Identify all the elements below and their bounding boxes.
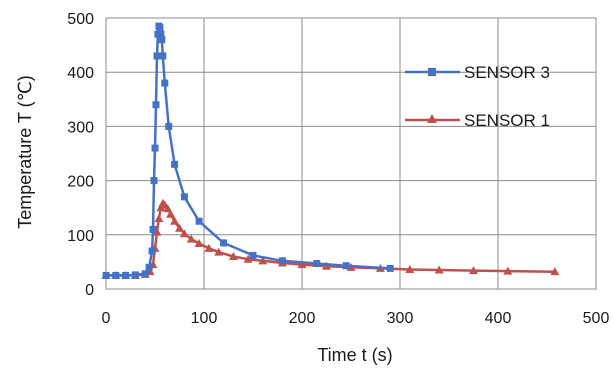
data-point-sensor-3 [102, 271, 110, 279]
data-point-sensor-1 [186, 234, 196, 243]
x-tick-label: 500 [583, 310, 610, 327]
y-tick-label: 200 [67, 174, 94, 191]
x-tick-label: 0 [102, 310, 111, 327]
legend-label-sensor-3: SENSOR 3 [464, 63, 550, 82]
y-tick-label: 500 [67, 11, 94, 28]
data-point-sensor-3 [151, 144, 159, 152]
x-tick-label: 300 [387, 310, 414, 327]
data-point-sensor-1 [175, 223, 184, 232]
legend-marker-sensor-1 [427, 114, 437, 123]
data-point-sensor-1 [405, 264, 415, 273]
data-point-sensor-1 [469, 266, 478, 275]
legend: SENSOR 3 SENSOR 1 [405, 63, 550, 130]
data-point-sensor-1 [179, 229, 189, 238]
data-point-sensor-3 [145, 263, 153, 271]
plot-area [106, 18, 596, 289]
data-point-sensor-1 [322, 261, 331, 270]
data-point-sensor-3 [249, 251, 257, 259]
y-tick-label: 400 [67, 65, 94, 82]
data-point-sensor-3 [141, 270, 149, 278]
x-tick-label: 100 [191, 310, 218, 327]
x-tick-label: 200 [289, 310, 316, 327]
data-point-sensor-1 [434, 265, 444, 274]
tick-labels: 0 100 200 300 400 500 0 100 200 300 400 500 [67, 11, 609, 327]
data-point-sensor-1 [550, 267, 560, 276]
data-point-sensor-3 [161, 79, 169, 87]
y-tick-label: 300 [67, 119, 94, 136]
data-point-sensor-3 [122, 271, 130, 279]
data-point-sensor-3 [165, 122, 173, 130]
data-point-sensor-3 [131, 271, 139, 279]
data-point-sensor-3 [386, 264, 394, 272]
data-point-sensor-1 [214, 247, 224, 256]
data-point-sensor-3 [313, 260, 321, 268]
data-point-sensor-3 [195, 217, 203, 225]
data-point-sensor-1 [258, 256, 268, 265]
data-point-sensor-3 [278, 257, 286, 265]
series-sensor-3 [102, 22, 394, 279]
data-point-sensor-1 [503, 266, 513, 275]
y-tick-label: 0 [85, 282, 94, 299]
grid [105, 17, 597, 290]
data-point-sensor-1 [166, 209, 176, 218]
data-point-sensor-3 [342, 262, 350, 270]
data-point-sensor-3 [153, 52, 161, 60]
y-axis-title: Temperature T (℃) [15, 75, 35, 229]
legend-marker-sensor-3 [428, 68, 436, 76]
x-axis-title: Time t (s) [317, 345, 392, 365]
data-point-sensor-1 [163, 204, 173, 213]
data-point-sensor-1 [156, 203, 166, 212]
data-point-sensor-3 [148, 247, 156, 255]
data-point-sensor-3 [171, 160, 179, 168]
legend-label-sensor-1: SENSOR 1 [464, 111, 550, 130]
plot-border [105, 17, 597, 290]
data-point-sensor-1 [170, 216, 180, 225]
data-point-sensor-3 [159, 52, 167, 60]
series-group [101, 22, 560, 279]
data-point-sensor-1 [297, 260, 307, 269]
data-point-sensor-3 [158, 36, 166, 44]
y-tick-label: 100 [67, 228, 94, 245]
data-point-sensor-3 [112, 271, 120, 279]
data-point-sensor-3 [220, 239, 228, 247]
data-point-sensor-3 [152, 101, 160, 109]
data-point-sensor-3 [150, 177, 158, 185]
x-tick-label: 400 [485, 310, 512, 327]
data-point-sensor-3 [157, 30, 165, 38]
data-point-sensor-1 [194, 238, 204, 247]
data-point-sensor-1 [243, 254, 253, 263]
data-point-sensor-3 [180, 193, 188, 201]
data-point-sensor-1 [228, 251, 238, 260]
data-point-sensor-1 [204, 243, 214, 252]
data-point-sensor-1 [154, 214, 164, 223]
data-point-sensor-1 [152, 227, 162, 236]
data-point-sensor-3 [149, 225, 157, 233]
data-point-sensor-3 [156, 24, 164, 32]
